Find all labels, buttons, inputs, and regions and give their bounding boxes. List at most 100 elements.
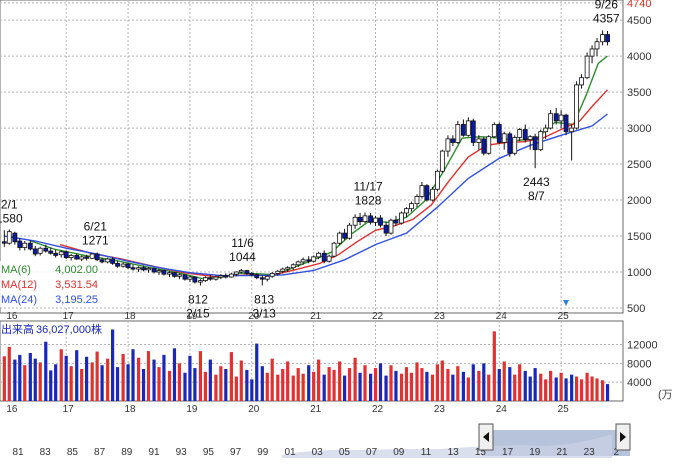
volume-x-tick-label: 18 <box>125 404 137 415</box>
annotation-value: 4357 <box>593 11 620 25</box>
volume-bar <box>497 369 501 401</box>
volume-bar <box>600 380 605 401</box>
candle-body <box>110 258 115 264</box>
volume-bar <box>378 363 383 401</box>
candle-body <box>32 248 38 255</box>
candle-body <box>300 259 306 263</box>
price-y-tick-label: 3500 <box>627 87 651 99</box>
volume-bar <box>95 351 99 401</box>
candle-body <box>22 242 28 248</box>
volume-bar <box>528 376 532 401</box>
volume-bar <box>420 368 424 401</box>
navigator-year-label: 07 <box>366 447 378 458</box>
annotation-value: 812 <box>188 293 208 307</box>
candle-body <box>84 256 90 259</box>
candle-body <box>6 231 12 244</box>
candle-body <box>295 261 301 266</box>
candle-body <box>594 41 600 50</box>
volume-bar <box>167 370 172 401</box>
candle-body <box>538 131 544 151</box>
volume-bar <box>358 372 362 401</box>
candle-body <box>269 273 275 277</box>
candle-body <box>218 275 224 278</box>
candle-body <box>136 267 141 270</box>
candle-body <box>553 113 559 122</box>
left-handle[interactable] <box>478 423 494 451</box>
volume-bar <box>327 367 331 401</box>
navigator-year-label: 21 <box>556 447 568 458</box>
candle-body <box>99 259 105 263</box>
volume-title-label: 出来高 <box>1 322 34 336</box>
candle-body <box>430 188 435 201</box>
volume-bar <box>482 363 486 401</box>
candle-body <box>378 217 383 226</box>
price-x-tick-label: 18 <box>125 311 137 322</box>
candle-body <box>579 77 584 86</box>
volume-bar <box>229 352 233 401</box>
volume-bar <box>404 367 409 401</box>
volume-bar <box>332 369 336 401</box>
volume-bar <box>162 354 166 401</box>
candle-body <box>584 55 590 79</box>
volume-bar <box>260 366 264 401</box>
navigator-year-label: 11 <box>421 447 432 458</box>
price-y-tick-label: 3000 <box>627 123 651 135</box>
volume-bar <box>80 369 84 401</box>
candle-body <box>198 280 203 283</box>
volume-bar <box>245 369 249 401</box>
navigator-year-label: 85 <box>67 447 79 458</box>
right-handle[interactable] <box>615 423 631 451</box>
candle-body <box>368 215 373 223</box>
volume-bar <box>157 367 161 401</box>
volume-bar <box>110 329 115 401</box>
volume-bar <box>276 374 280 401</box>
candle-body <box>331 242 337 257</box>
volume-bar <box>461 371 465 401</box>
annotation-date: 6/21 <box>84 219 108 233</box>
volume-bar <box>172 348 177 401</box>
volume-x-tick-label: 21 <box>310 404 322 415</box>
candle-body <box>192 276 198 283</box>
volume-bar <box>456 366 460 401</box>
navigator-year-label: 13 <box>448 447 460 458</box>
price-y-axis-labels: 4740 4500 4000 3500 3000 2500 2000 1500 1000 500 <box>627 0 651 315</box>
volume-bar <box>559 372 563 401</box>
candle-body <box>450 138 456 143</box>
range-navigator[interactable]: 81 83 85 87 89 91 93 95 97 99 01 03 05 07 09 11 13 15 17 19… <box>0 422 673 468</box>
volume-bar <box>146 351 151 401</box>
candle-body <box>507 133 513 154</box>
volume-bar <box>518 364 522 401</box>
candle-body <box>574 84 579 129</box>
candle-body <box>434 170 440 190</box>
price-x-tick-label: 24 <box>496 311 508 322</box>
candle-body <box>1 241 7 244</box>
candle-body <box>275 270 281 274</box>
candle-body <box>264 275 270 280</box>
volume-x-tick-labels: 16 17 18 19 20 21 22 23 24 25 <box>6 404 569 415</box>
volume-bar <box>7 346 11 401</box>
navigator-sparkline <box>282 434 612 458</box>
candlesticks <box>1 30 610 286</box>
volume-bars <box>2 329 610 401</box>
ma12-legend-value: 3,531.54 <box>55 279 98 291</box>
candle-body <box>161 270 167 275</box>
candle-body <box>105 258 111 263</box>
volume-bar <box>544 379 548 401</box>
candle-body <box>600 34 605 43</box>
volume-bar <box>219 366 223 401</box>
candle-body <box>53 252 59 256</box>
volume-bar <box>502 361 506 401</box>
volume-bar <box>291 375 295 401</box>
candle-body <box>316 252 322 258</box>
candle-body <box>337 232 343 244</box>
navigator-year-label: 15 <box>475 447 487 458</box>
volume-bar <box>435 364 439 401</box>
volume-bar <box>136 357 141 401</box>
volume-bar <box>115 367 120 401</box>
volume-bar <box>208 359 212 401</box>
volume-bar <box>75 350 79 401</box>
price-x-tick-label: 16 <box>6 311 18 322</box>
candle-body <box>12 232 18 243</box>
candle-body <box>517 129 523 138</box>
